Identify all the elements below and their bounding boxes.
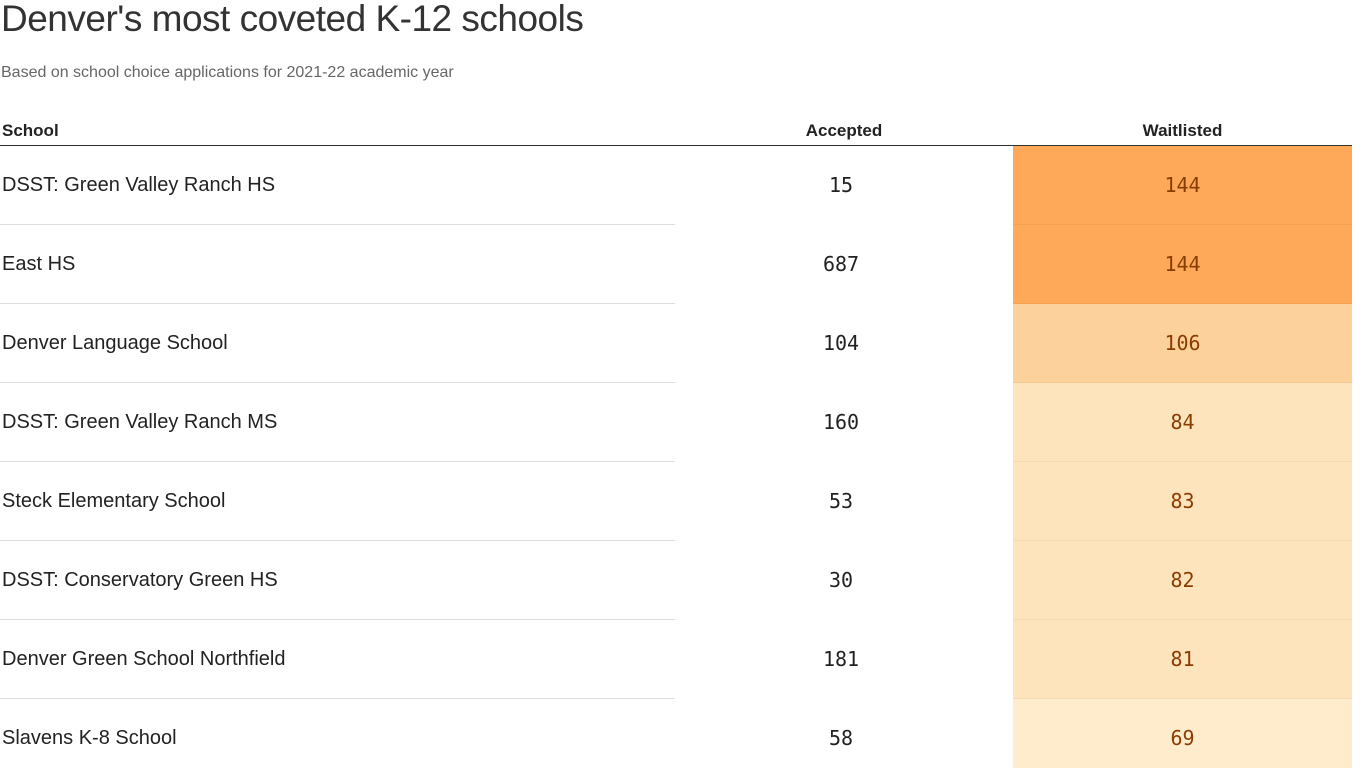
chart-subtitle: Based on school choice applications for … <box>1 64 454 81</box>
table-row: Denver Language School 104 106 <box>0 304 1352 383</box>
row-divider <box>0 224 675 225</box>
table-row: DSST: Green Valley Ranch MS 160 84 <box>0 383 1352 462</box>
table-row: Denver Green School Northfield 181 81 <box>0 620 1352 699</box>
column-header-accepted: Accepted <box>805 121 883 140</box>
accepted-value-cell: 53 <box>828 489 854 513</box>
table-body: DSST: Green Valley Ranch HS 15 144 East HS 6… <box>0 146 1352 768</box>
waitlisted-value-cell: 144 <box>1013 146 1352 225</box>
waitlisted-value-cell: 144 <box>1013 225 1352 304</box>
row-divider <box>0 619 675 620</box>
table-header: School Accepted Waitlisted <box>0 116 1352 146</box>
waitlisted-value-cell: 83 <box>1013 462 1352 541</box>
accepted-value-cell: 15 <box>828 173 854 197</box>
row-divider <box>0 698 675 699</box>
row-divider <box>0 382 675 383</box>
accepted-value-cell: 30 <box>828 568 854 592</box>
school-name-cell: DSST: Green Valley Ranch HS <box>2 174 276 196</box>
school-name-cell: DSST: Green Valley Ranch MS <box>2 411 278 433</box>
column-header-school: School <box>2 121 59 140</box>
table-row: East HS 687 144 <box>0 225 1352 304</box>
row-divider <box>0 461 675 462</box>
school-name-cell: Steck Elementary School <box>2 490 226 512</box>
accepted-value-cell: 687 <box>822 252 860 276</box>
row-divider <box>0 540 675 541</box>
table-row: Slavens K-8 School 58 69 <box>0 699 1352 768</box>
data-table: School Accepted Waitlisted DSST: Green V… <box>0 116 1352 768</box>
table-row: DSST: Conservatory Green HS 30 82 <box>0 541 1352 620</box>
row-divider <box>0 303 675 304</box>
waitlisted-value-cell: 69 <box>1013 699 1352 768</box>
table-row: DSST: Green Valley Ranch HS 15 144 <box>0 146 1352 225</box>
waitlisted-value-cell: 81 <box>1013 620 1352 699</box>
chart-title: Denver's most coveted K-12 schools <box>1 0 584 39</box>
school-name-cell: Denver Green School Northfield <box>2 648 286 670</box>
accepted-value-cell: 104 <box>822 331 860 355</box>
column-header-waitlisted: Waitlisted <box>1142 121 1223 140</box>
table-row: Steck Elementary School 53 83 <box>0 462 1352 541</box>
waitlisted-value-cell: 106 <box>1013 304 1352 383</box>
accepted-value-cell: 160 <box>822 410 860 434</box>
school-name-cell: East HS <box>2 253 76 275</box>
accepted-value-cell: 58 <box>828 726 854 750</box>
waitlisted-value-cell: 82 <box>1013 541 1352 620</box>
waitlisted-value-cell: 84 <box>1013 383 1352 462</box>
school-name-cell: Denver Language School <box>2 332 228 354</box>
school-name-cell: DSST: Conservatory Green HS <box>2 569 278 591</box>
accepted-value-cell: 181 <box>822 647 860 671</box>
school-name-cell: Slavens K-8 School <box>2 727 177 749</box>
